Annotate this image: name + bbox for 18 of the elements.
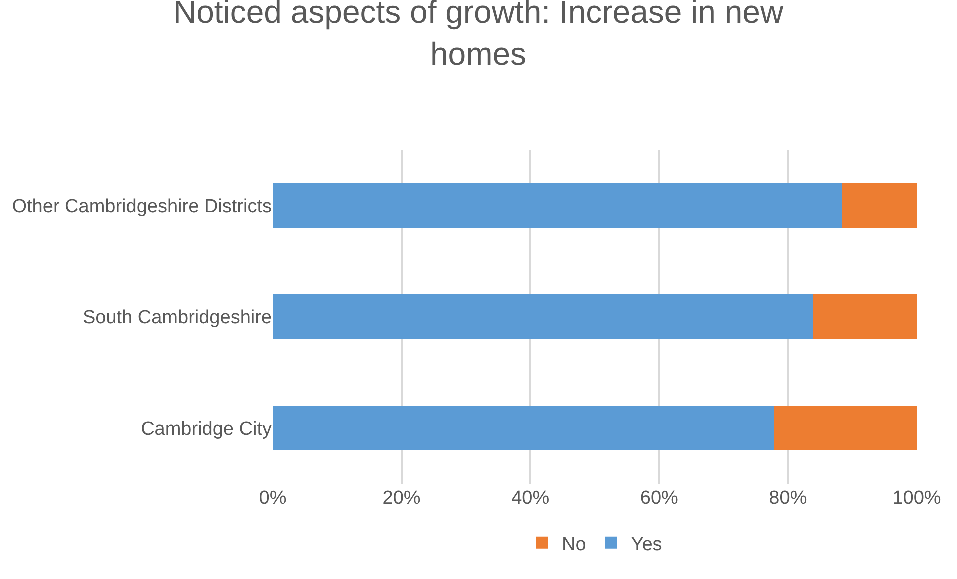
x-tick-label: 60% [640,488,679,509]
bar [273,406,775,451]
x-tick-label: 100% [892,488,942,509]
legend-label: Yes [631,534,662,556]
x-tick-label: 80% [769,488,808,509]
bar [813,294,917,340]
y-tick-label: South Cambridgeshire [82,308,272,329]
chart-title: Noticed aspects of growth: Increase in new homes [173,0,784,72]
bar [842,183,917,228]
x-tick-label: 20% [382,488,421,509]
y-tick-label: Cambridge City [141,418,272,440]
y-tick-label: Other Cambridgeshire Districts [12,196,272,218]
legend-label: No [562,534,586,556]
x-tick-label: 40% [512,488,550,509]
bar [273,183,842,228]
bar [273,294,814,340]
bar [774,406,917,451]
x-tick-label: 0% [259,488,287,509]
